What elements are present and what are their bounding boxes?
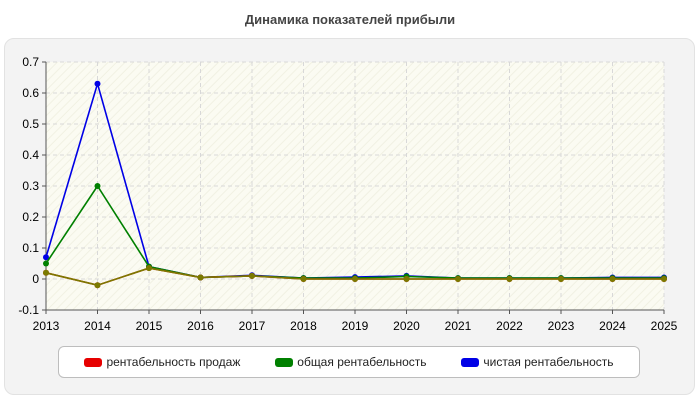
data-point-overlap[interactable]	[249, 272, 255, 279]
data-point-overlap[interactable]	[455, 276, 461, 282]
y-tick-label: 0.4	[22, 148, 39, 162]
x-tick-label: 2017	[239, 319, 266, 333]
axes: -0.1 0 0.1 0.2 0.3 0.4 0.5 0.6 0.7 2013 2014 2015 20…	[18, 55, 677, 333]
legend-label-total: общая рентабельность	[297, 355, 427, 369]
x-tick-label: 2020	[393, 319, 420, 333]
x-tick-label: 2025	[651, 319, 678, 333]
data-point-overlap[interactable]	[43, 269, 49, 276]
x-tick-label: 2021	[445, 319, 472, 333]
y-tick-label: -0.1	[18, 303, 39, 317]
x-tick-label: 2023	[548, 319, 575, 333]
legend-swatch-sales	[84, 357, 103, 367]
x-tick-label: 2013	[33, 319, 60, 333]
legend-label-net: чистая рентабельность	[483, 355, 614, 369]
data-point-overlap[interactable]	[300, 276, 307, 282]
data-point-total[interactable]	[94, 183, 101, 189]
x-tick-label: 2019	[342, 319, 369, 333]
data-point-overlap[interactable]	[352, 276, 358, 282]
legend: рентабельность продаж общая рентабельнос…	[58, 346, 640, 378]
data-point-overlap[interactable]	[661, 276, 667, 282]
series-overlap	[43, 265, 667, 289]
data-point-overlap[interactable]	[609, 276, 616, 282]
x-tick-label: 2014	[84, 319, 111, 333]
legend-swatch-net	[461, 357, 480, 367]
x-tick-label: 2016	[187, 319, 214, 333]
y-tick-label: 0.6	[22, 86, 39, 100]
y-tick-label: 0.1	[22, 241, 39, 255]
x-tick-label: 2022	[496, 319, 523, 333]
legend-item-net[interactable]: чистая рентабельность	[461, 355, 614, 369]
legend-swatch-total	[275, 357, 294, 367]
data-point-net[interactable]	[43, 254, 49, 261]
y-tick-label: 0.5	[22, 117, 39, 131]
data-point-overlap[interactable]	[506, 276, 513, 282]
data-point-net[interactable]	[94, 80, 101, 87]
y-tick-label: 0.7	[22, 55, 39, 69]
x-tick-label: 2024	[599, 319, 626, 333]
x-tick-label: 2018	[290, 319, 317, 333]
y-tick-label: 0.3	[22, 179, 39, 193]
legend-label-sales: рентабельность продаж	[106, 355, 241, 369]
x-tick-label: 2015	[136, 319, 163, 333]
y-tick-label: 0	[32, 272, 39, 286]
legend-item-sales[interactable]: рентабельность продаж	[84, 355, 240, 369]
legend-item-total[interactable]: общая рентабельность	[275, 355, 427, 369]
data-point-overlap[interactable]	[146, 265, 152, 272]
data-point-overlap[interactable]	[558, 276, 564, 282]
chart-title: Динамика показателей прибыли	[244, 12, 456, 27]
series	[43, 80, 667, 289]
data-point-total[interactable]	[43, 260, 49, 267]
y-tick-label: 0.2	[22, 210, 39, 224]
data-point-overlap[interactable]	[94, 282, 101, 289]
data-point-overlap[interactable]	[403, 276, 410, 282]
data-point-overlap[interactable]	[197, 274, 204, 281]
